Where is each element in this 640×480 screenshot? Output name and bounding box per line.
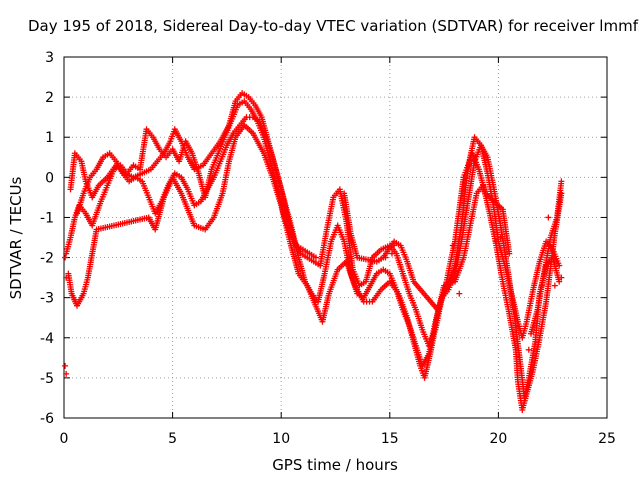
data-point [63,370,70,377]
data-point [62,254,69,261]
data-point [63,274,70,281]
y-tick-label: 1 [45,130,54,146]
y-tick-label: -3 [40,291,54,307]
data-point [312,254,319,261]
data-point [456,290,463,297]
data-point [558,178,565,185]
data-point [388,250,395,257]
x-tick-label: 0 [60,431,69,447]
chart-title: Day 195 of 2018, Sidereal Day-to-day VTE… [28,17,639,35]
y-tick-label: 2 [45,90,54,106]
data-point [493,238,500,245]
data-point [506,250,513,257]
data-point [558,274,565,281]
data-point [545,214,552,221]
x-tick-label: 20 [489,431,507,447]
data-point [556,262,563,269]
x-tick-label: 10 [272,431,290,447]
data-points [62,90,565,413]
y-tick-label: 3 [45,50,54,66]
plot-frame [63,56,608,419]
data-point [391,242,398,249]
data-point [551,282,558,289]
data-point [538,282,545,289]
x-tick-label: 25 [598,431,616,447]
x-axis-title: GPS time / hours [272,456,398,474]
y-tick-label: -1 [40,210,54,226]
y-tick-label: 0 [45,170,54,186]
data-point [497,234,504,241]
data-point [382,254,389,261]
y-tick-label: -5 [40,371,54,387]
y-tick-label: -2 [40,251,54,267]
data-point [556,278,563,285]
ticks: 0 5 10 15 20 25 -6 -5 -4 -3 -2 -1 0 1 2 3 [40,50,616,447]
y-axis-title: SDTVAR / TECUs [7,176,25,299]
x-tick-label: 15 [381,431,399,447]
data-point [525,346,532,353]
y-tick-label: -4 [40,331,54,347]
x-tick-label: 5 [168,431,177,447]
data-point [62,362,69,369]
y-tick-label: -6 [40,411,54,427]
data-point [449,242,456,249]
